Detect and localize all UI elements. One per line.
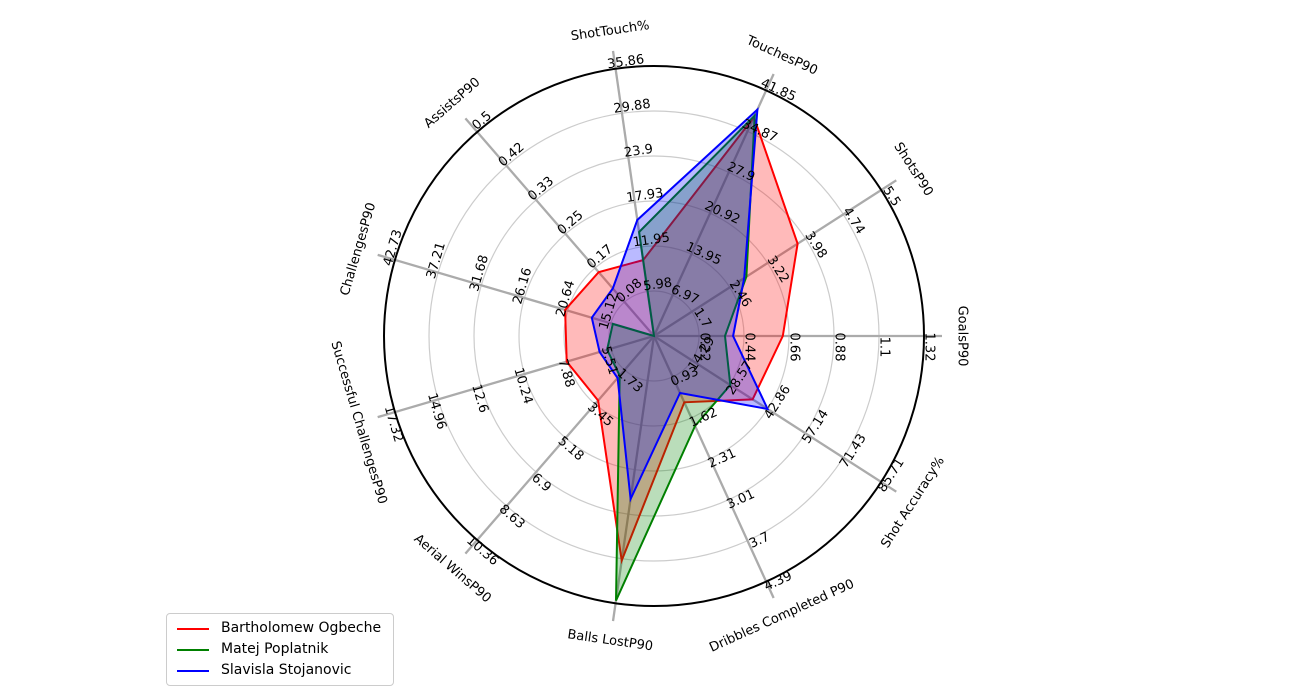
axis-spoke [653,179,897,337]
tick-label: 17.93 [625,186,664,206]
legend-item-2: Slavisla Stojanovic [177,663,381,678]
tick-label: 12.6 [468,383,491,415]
tick-label: 0.88 [832,333,847,362]
series-polygon-2 [590,107,770,503]
axis-label-balls-lostp90: Balls LostP90 [566,627,653,654]
tick-label: 0.17 [584,242,616,272]
chart-legend: Bartholomew Ogbeche Matej Poplatnik Slav… [166,613,395,686]
tick-label: 5.98 [642,275,673,294]
series-polygon-1 [606,112,756,602]
tick-label: 0.5 [469,109,494,134]
tick-label: 2.31 [706,446,739,472]
axis-label-shottouch-: ShotTouch% [570,18,651,44]
legend-item-1: Matej Poplatnik [177,642,381,657]
axis-label-successful-challengesp90: Successful ChallengesP90 [327,340,389,506]
tick-label: 4.74 [839,205,867,237]
tick-label: 3.7 [747,530,772,552]
tick-label: 23.9 [623,142,654,161]
legend-line-blue [177,669,209,672]
tick-label: 1.1 [877,337,892,358]
tick-label: 41.85 [758,76,798,105]
legend-label: Bartholomew Ogbeche [221,620,382,636]
tick-label: 71.43 [837,431,870,470]
series-polygon-0 [564,115,799,565]
tick-label: 0.22 [697,333,712,362]
axis-spoke [464,117,655,337]
legend-item-0: Bartholomew Ogbeche [177,621,381,636]
tick-label: 5.18 [555,434,587,464]
axis-label-challengesp90: ChallengesP90 [338,201,380,297]
tick-label: 4.39 [762,569,795,595]
tick-label: 0.42 [496,140,528,170]
legend-line-green [177,648,209,651]
tick-label: 3.98 [801,229,829,261]
outer-circle [383,65,925,607]
axis-spoke [653,335,897,493]
tick-label: 0.44 [742,333,757,362]
tick-label: 6.9 [528,471,553,496]
axis-spoke [611,335,656,622]
axis-spoke [377,253,655,338]
axis-spoke [464,335,655,555]
legend-line-red [177,627,209,630]
tick-label: 0.33 [525,174,557,204]
axis-label-touchesp90: TouchesP90 [743,33,820,79]
tick-label: 3.01 [725,487,758,513]
tick-label: 57.14 [799,407,832,446]
tick-label: 42.86 [761,383,794,422]
tick-label: 0.66 [787,333,802,362]
tick-label: 11.95 [632,230,671,250]
axis-label-dribbles-completed-p90: Dribbles Completed P90 [707,577,856,656]
tick-label: 35.86 [606,52,645,72]
legend-label: Matej Poplatnik [221,641,329,657]
tick-label: 0.25 [555,208,587,238]
tick-label: 1.32 [922,333,937,362]
axis-label-goalsp90: GoalsP90 [955,306,970,367]
tick-label: 29.88 [613,97,652,117]
tick-label: 85.71 [875,456,908,495]
tick-label: 8.63 [496,502,528,532]
axis-spoke [652,335,775,599]
legend-label: Slavisla Stojanovic [221,662,352,678]
